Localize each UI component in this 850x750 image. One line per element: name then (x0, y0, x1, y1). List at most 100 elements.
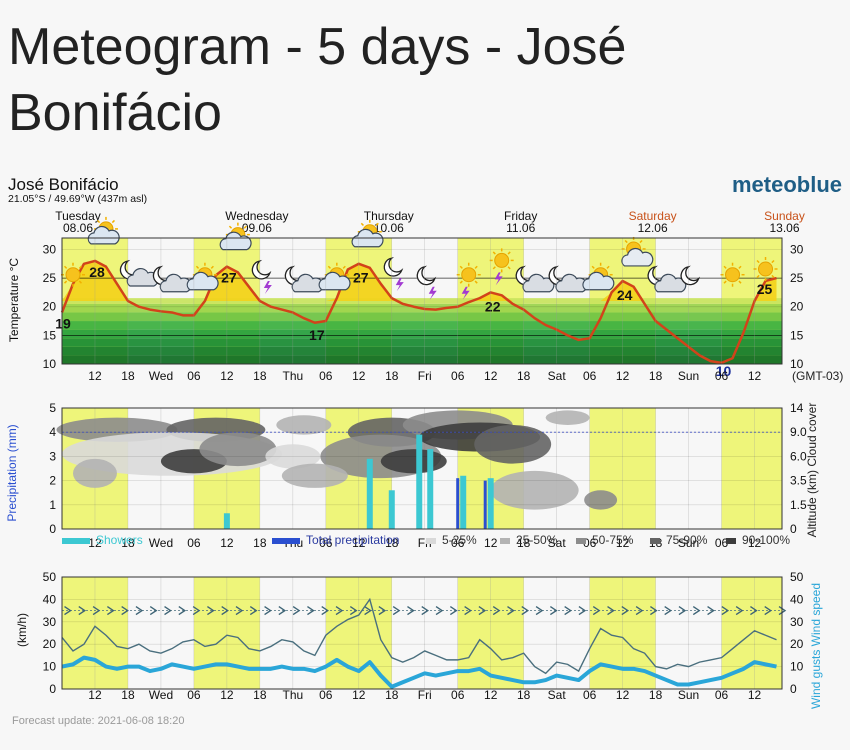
day-name: Thursday (364, 209, 414, 223)
sun-ray (723, 265, 727, 269)
arrow-head (207, 606, 215, 616)
day-name: Friday (504, 209, 537, 223)
partly-cloudy-sun-icon (186, 262, 219, 291)
x-tick-label: Wed (149, 688, 173, 702)
x-tick-label: 18 (517, 369, 531, 383)
bolt-shape (494, 272, 503, 286)
arrow-head (664, 606, 672, 616)
cloud-cover-area (281, 463, 348, 488)
legend-label: Total precipitation (306, 533, 399, 547)
wind-direction-arrow (207, 606, 215, 616)
wind-direction-arrow (321, 606, 329, 616)
x-tick-label: 18 (121, 536, 135, 550)
temp-label: 25 (757, 281, 773, 297)
wind-direction-arrow (335, 606, 344, 616)
arrow-head (121, 606, 129, 616)
wind-direction-arrow (392, 606, 401, 616)
x-tick-label: 06 (451, 536, 465, 550)
arrow-head (349, 606, 358, 616)
legend-label: 90-100% (742, 533, 790, 547)
x-tick-label: 06 (187, 369, 201, 383)
temp-tick-left: 30 (43, 242, 57, 256)
wind-tick-right: 50 (790, 570, 804, 584)
x-tick-label: 12 (88, 536, 102, 550)
x-tick-label: 18 (649, 369, 663, 383)
cloud-shape (159, 273, 192, 293)
wind-direction-arrow (249, 606, 258, 616)
legend-swatch (726, 538, 736, 544)
wind-direction-arrow (635, 606, 644, 616)
day-name: Tuesday (55, 209, 101, 223)
temp-tick-right: 15 (790, 328, 804, 342)
cloud-tick-right: 14 (790, 401, 804, 415)
cloud-cover-area (474, 424, 552, 464)
sun-ray (738, 280, 742, 284)
bolt-shape (428, 286, 437, 300)
temp-tick-right: 20 (790, 300, 804, 314)
shower-bar (366, 458, 373, 529)
wind-direction-arrow (364, 606, 372, 616)
day-name: Sunday (764, 209, 805, 223)
legend-swatch (272, 538, 300, 544)
arrow-head (435, 606, 444, 616)
x-tick-label: Wed (149, 369, 173, 383)
cloud-tick-right: 3.5 (790, 474, 807, 488)
shower-bar (223, 513, 230, 529)
wind-direction-arrow (492, 606, 501, 616)
wind-direction-arrow (750, 606, 758, 616)
x-tick-label: 18 (385, 369, 399, 383)
page-title: Meteogram - 5 days - José Bonifácio (8, 18, 627, 142)
x-tick-label: 06 (451, 369, 465, 383)
wind-tick-right: 20 (790, 637, 804, 651)
sun-ray (723, 280, 727, 284)
wind-tick-left: 40 (43, 592, 57, 606)
shower-bar (416, 434, 423, 529)
x-tick-label: 06 (715, 688, 729, 702)
partly-cloudy-sun-icon (219, 222, 252, 251)
wind-direction-arrow (678, 606, 687, 616)
bolt-shape (263, 281, 272, 294)
arrow-head (64, 606, 72, 616)
x-tick-label: 06 (715, 369, 729, 383)
sun-ray (327, 265, 331, 269)
precip-tick-left: 5 (49, 401, 56, 415)
arrow-head (407, 606, 415, 616)
precip-tick-left: 4 (49, 425, 56, 439)
wind-direction-arrow (507, 606, 515, 616)
sun-ray (507, 266, 511, 270)
x-tick-label: 12 (220, 536, 234, 550)
arrow-head (778, 606, 787, 616)
cloud-cover-area (199, 432, 277, 467)
x-tick-label: 06 (583, 688, 597, 702)
x-tick-label: 12 (748, 369, 762, 383)
arrow-head (535, 606, 544, 616)
arrow-head (650, 606, 658, 616)
sun-ray (756, 259, 760, 264)
sun-ray (342, 265, 346, 269)
moon-shape (416, 265, 437, 286)
sun-icon (61, 262, 85, 287)
shower-bar (487, 478, 494, 529)
sun-ray (771, 274, 775, 279)
partly-cloudy-night-icon (152, 265, 192, 293)
arrow-head (449, 606, 458, 616)
sun-ray (606, 265, 610, 269)
wind-direction-arrow (235, 606, 244, 616)
cloud-cover-area (545, 410, 590, 425)
sun-ray (474, 280, 478, 284)
x-tick-label: 18 (121, 369, 135, 383)
temp-band (62, 298, 782, 304)
moon-shape (680, 265, 701, 286)
wind-direction-arrow (778, 606, 787, 616)
x-tick-label: 12 (220, 369, 234, 383)
wind-direction-arrow (278, 606, 287, 616)
x-tick-label: 12 (88, 688, 102, 702)
arrow-head (492, 606, 501, 616)
temp-label: 24 (617, 287, 633, 303)
arrow-head (678, 606, 687, 616)
x-tick-label: 12 (616, 369, 630, 383)
temp-label: 10 (716, 363, 732, 379)
temp-label: 22 (485, 298, 501, 314)
arrow-head (421, 606, 430, 616)
day-name: Saturday (629, 209, 677, 223)
